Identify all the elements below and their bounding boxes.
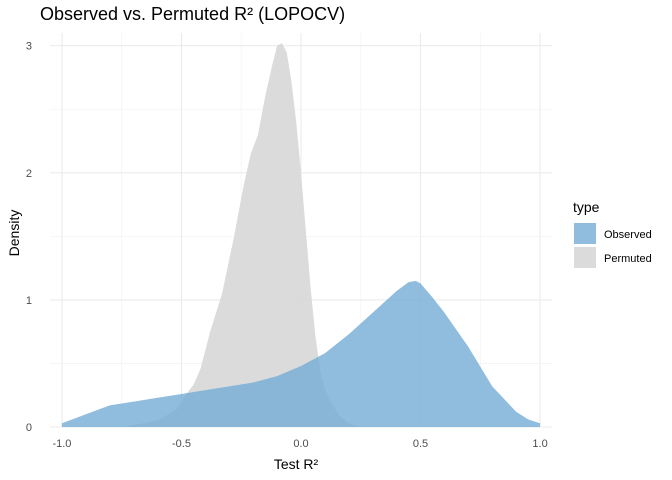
x-tick-label: 0.0 bbox=[293, 438, 308, 450]
density-area-permuted bbox=[121, 43, 361, 428]
legend-title: type bbox=[573, 199, 600, 215]
x-tick-label: -0.5 bbox=[172, 438, 191, 450]
x-axis-title: Test R² bbox=[274, 456, 319, 472]
y-tick-label: 2 bbox=[26, 168, 32, 180]
plot-area bbox=[61, 43, 541, 428]
chart-title: Observed vs. Permuted R² (LOPOCV) bbox=[40, 4, 345, 24]
legend-key-observed bbox=[574, 223, 596, 244]
x-tick-label: 0.5 bbox=[413, 438, 428, 450]
density-area-observed bbox=[61, 280, 541, 427]
y-tick-label: 1 bbox=[26, 295, 32, 307]
legend-label-observed: Observed bbox=[604, 229, 652, 241]
y-tick-label: 3 bbox=[26, 41, 32, 53]
x-tick-label: -1.0 bbox=[52, 438, 71, 450]
x-axis-ticks: -1.0 -0.5 0.0 0.5 1.0 bbox=[52, 438, 547, 450]
legend-key-permuted bbox=[574, 247, 596, 268]
legend: type Observed Permuted bbox=[573, 199, 652, 268]
y-tick-label: 0 bbox=[26, 422, 32, 434]
y-axis-title: Density bbox=[6, 210, 22, 257]
legend-label-permuted: Permuted bbox=[604, 253, 652, 265]
x-tick-label: 1.0 bbox=[532, 438, 547, 450]
y-axis-ticks: 0 1 2 3 bbox=[26, 41, 32, 434]
